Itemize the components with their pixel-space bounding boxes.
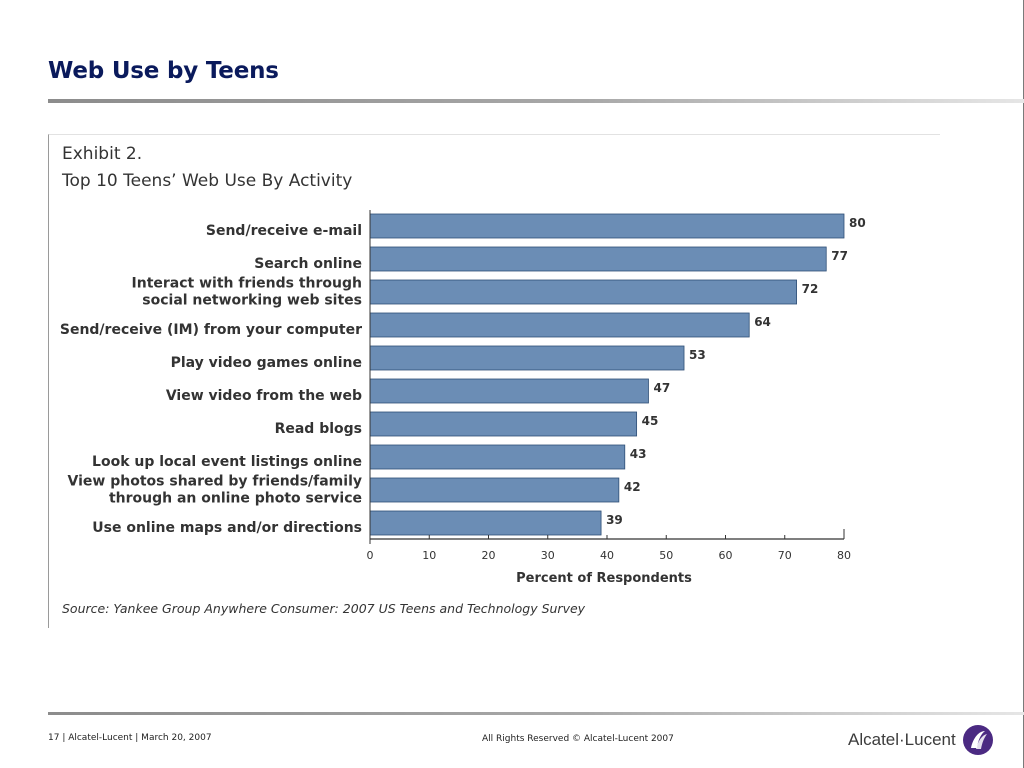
category-label: View video from the web — [166, 388, 362, 404]
alcatel-lucent-swirl-icon — [962, 725, 993, 755]
category-label: Send/receive e-mail — [206, 223, 362, 239]
bar-value-label: 42 — [624, 480, 641, 494]
x-tick-label: 50 — [659, 549, 673, 562]
company-logo: Alcatel·Lucent — [848, 722, 994, 758]
category-labels: Send/receive e-mail Search online Interact… — [60, 223, 362, 536]
bar-value-label: 39 — [606, 513, 623, 527]
bar-value-label: 72 — [802, 282, 819, 296]
bar — [369, 246, 827, 272]
bar-chart: Exhibit 2. Top 10 Teens’ Web Use By Acti… — [60, 144, 866, 616]
x-axis-label: Percent of Respondents — [516, 571, 692, 586]
footer-divider — [48, 712, 1024, 715]
exhibit-label: Exhibit 2. — [62, 144, 142, 164]
chart-source: Source: Yankee Group Anywhere Consumer: … — [62, 601, 586, 616]
category-label: Send/receive (IM) from your computer — [60, 322, 362, 338]
x-axis: 0 10 20 30 40 50 60 70 80 — [367, 210, 851, 562]
chart-title: Top 10 Teens’ Web Use By Activity — [61, 171, 352, 191]
bar — [369, 213, 845, 239]
x-tick-label: 0 — [367, 549, 374, 562]
footer-page-info: 17 | Alcatel-Lucent | March 20, 2007 — [48, 733, 212, 743]
footer-copyright: All Rights Reserved © Alcatel-Lucent 200… — [482, 734, 674, 744]
bars-layer: 80 77 72 64 53 47 45 43 42 39 — [369, 213, 866, 536]
bar — [369, 279, 798, 305]
category-label: View photos shared by friends/family — [68, 474, 362, 490]
category-label: social networking web sites — [142, 293, 362, 309]
bar — [369, 312, 750, 338]
category-label: Use online maps and/or directions — [92, 520, 362, 536]
bar — [369, 444, 626, 470]
bar-value-label: 64 — [754, 315, 771, 329]
x-tick-label: 70 — [778, 549, 792, 562]
bar-value-label: 47 — [653, 381, 670, 395]
category-label: Play video games online — [171, 355, 362, 371]
bar-value-label: 43 — [630, 447, 647, 461]
x-tick-label: 10 — [422, 549, 436, 562]
category-label: Search online — [254, 256, 362, 272]
x-tick-label: 80 — [837, 549, 851, 562]
logo-text: Alcatel·Lucent — [848, 730, 956, 749]
x-tick-label: 40 — [600, 549, 614, 562]
bar — [369, 345, 685, 371]
bar — [369, 477, 620, 503]
category-label: Read blogs — [275, 421, 362, 437]
category-label: through an online photo service — [109, 491, 362, 507]
exhibit-chart-panel: Exhibit 2. Top 10 Teens’ Web Use By Acti… — [48, 134, 940, 628]
category-label: Interact with friends through — [132, 276, 362, 292]
bar-value-label: 77 — [831, 249, 848, 263]
x-tick-label: 30 — [541, 549, 555, 562]
bar-value-label: 53 — [689, 348, 706, 362]
bar-value-label: 80 — [849, 216, 866, 230]
bar — [369, 411, 638, 437]
bar — [369, 510, 602, 536]
x-tick-label: 60 — [719, 549, 733, 562]
slide-title: Web Use by Teens — [48, 58, 279, 84]
category-label: Look up local event listings online — [92, 454, 362, 470]
bar — [369, 378, 649, 404]
bar-value-label: 45 — [642, 414, 659, 428]
title-divider — [48, 99, 1024, 103]
x-tick-label: 20 — [482, 549, 496, 562]
